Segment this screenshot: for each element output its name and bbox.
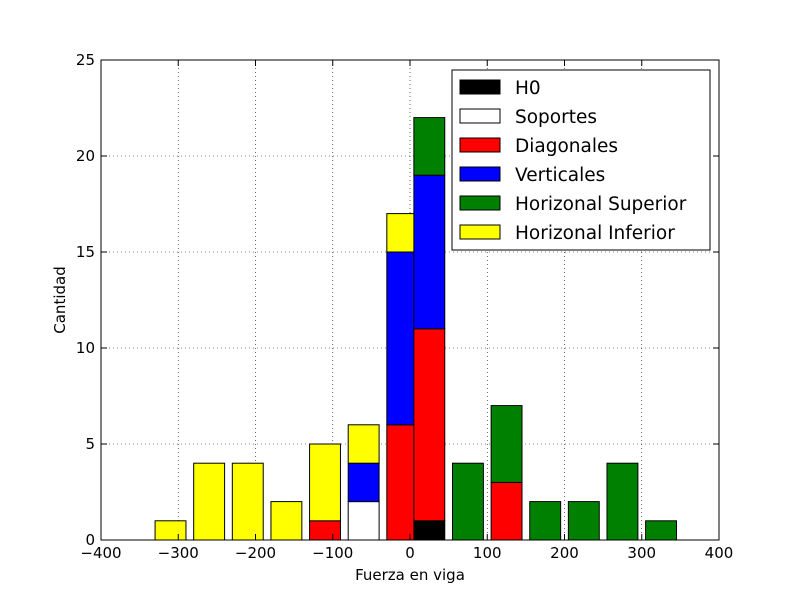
bar-segment [529, 501, 562, 541]
legend-swatch [459, 224, 501, 240]
bar-segment [386, 213, 419, 253]
legend-box [451, 69, 711, 251]
bars [154, 117, 678, 541]
legend-swatch [459, 108, 501, 124]
y-tick-label: 20 [76, 147, 95, 165]
y-axis-label: Cantidad [51, 266, 69, 333]
x-tick-label: 300 [627, 544, 656, 562]
bar-segment [270, 501, 303, 541]
x-tick-label: −100 [312, 544, 353, 562]
x-tick-label: −300 [158, 544, 199, 562]
bar-segment [347, 462, 380, 503]
y-tick-label: 0 [85, 531, 95, 549]
legend-label: Verticales [515, 165, 605, 186]
axis-ticks [100, 59, 720, 541]
bar-segment [490, 405, 523, 483]
x-tick-labels: −400 −300 −200 −100 0 100 200 300 400 [80, 544, 733, 562]
legend-label: Diagonales [515, 136, 618, 157]
x-tick-label: 400 [705, 544, 734, 562]
bar-segment [386, 251, 419, 426]
legend-swatch [459, 195, 501, 211]
legend-swatch [459, 137, 501, 153]
bar-segment [309, 443, 341, 522]
legend-swatch [459, 166, 501, 182]
y-tick-label: 15 [76, 243, 95, 261]
x-tick-label: −200 [235, 544, 276, 562]
bar-segment [490, 481, 523, 541]
legend-swatch [459, 79, 501, 95]
bar-segment [567, 501, 600, 541]
y-tick-label: 25 [76, 51, 95, 69]
legend-label: Horizonal Inferior [515, 223, 675, 244]
y-tick-label: 5 [85, 435, 95, 453]
bar-segment [413, 520, 446, 541]
bar-segment [309, 520, 341, 541]
bar-segment [386, 424, 419, 541]
bar-segment [347, 424, 380, 464]
bar-segment [347, 501, 380, 541]
bar-segment [645, 520, 678, 541]
bar-segment [413, 174, 446, 330]
bar-segment [231, 462, 264, 541]
bar-segment [193, 462, 226, 541]
legend-label: Soportes [515, 107, 597, 128]
legend: H0 Soportes Diagonales Verticales Horizonal … [451, 69, 711, 251]
x-tick-label: 0 [405, 544, 415, 562]
y-tick-labels: 0 5 10 15 20 25 [76, 51, 95, 549]
bar-segment [606, 462, 639, 541]
bar-segment [413, 117, 446, 176]
bar-segment [451, 462, 484, 541]
x-tick-label: 200 [550, 544, 579, 562]
legend-label: Horizonal Superior [515, 194, 687, 215]
bar-segment [413, 328, 446, 522]
x-tick-label: 100 [473, 544, 502, 562]
x-axis-label: Fuerza en viga [355, 566, 465, 584]
bar-segment [154, 520, 187, 541]
x-tick-label: −400 [80, 544, 121, 562]
legend-label: H0 [515, 78, 541, 99]
y-tick-label: 10 [76, 339, 95, 357]
